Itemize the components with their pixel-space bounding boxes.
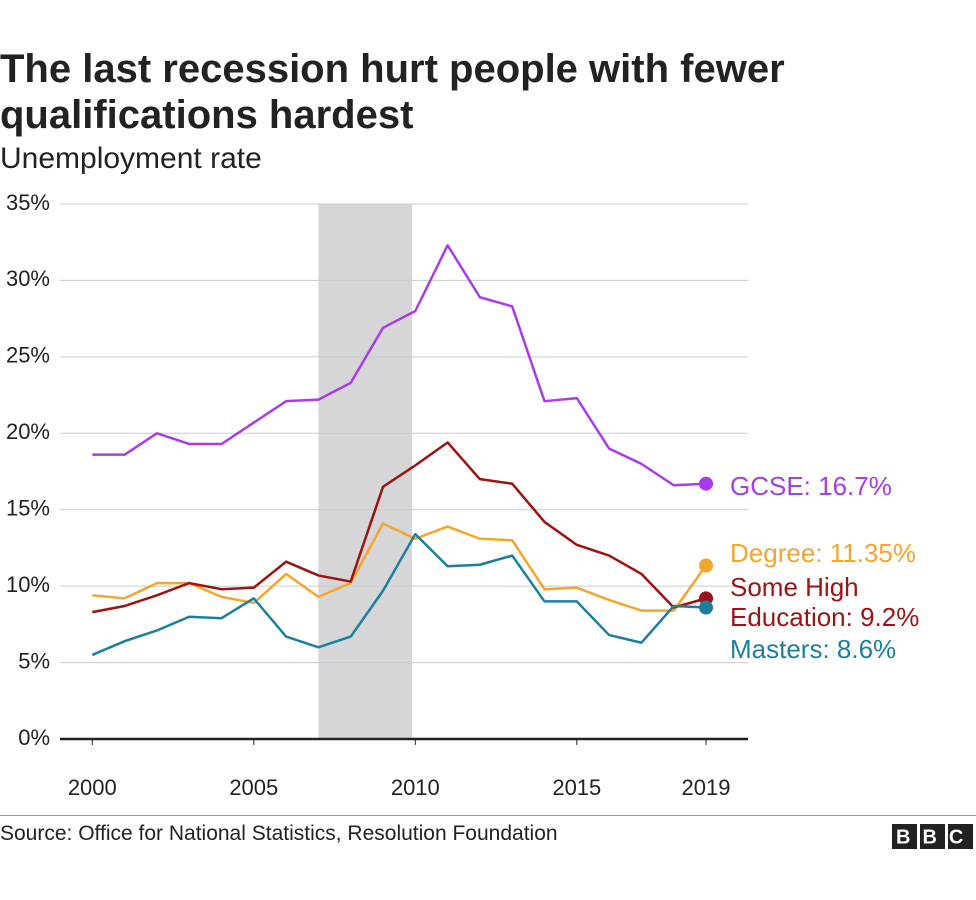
y-tick-label: 25%	[6, 343, 50, 368]
end-dot	[699, 476, 714, 491]
chart-subtitle: Unemployment rate	[0, 142, 262, 175]
series-label: Masters: 8.6%	[730, 634, 897, 664]
y-tick-label: 30%	[6, 266, 50, 291]
end-dot	[699, 600, 714, 615]
bbc-logo: BBC	[892, 824, 975, 849]
x-tick-label: 2005	[229, 775, 278, 800]
chart-title: The last recession hurt people with fewe…	[0, 47, 785, 137]
y-tick-label: 0%	[18, 725, 50, 750]
x-tick-label: 2019	[682, 775, 731, 800]
logo-text: BBC	[896, 826, 975, 848]
logo-block	[892, 824, 917, 849]
logo-block	[920, 824, 945, 849]
series-label: GCSE: 16.7%	[730, 471, 892, 501]
y-tick-label: 5%	[18, 648, 50, 673]
plot: 0% 5% 10% 15% 20% 25% 30% 35% 2000 2005 2010 2015 20…	[6, 190, 748, 800]
logo-block	[948, 824, 973, 849]
series-label: Some High Education: 9.2%	[730, 572, 920, 632]
y-tick-label: 35%	[6, 190, 50, 215]
series-label: Degree: 11.35%	[730, 538, 916, 568]
footer-rule	[0, 815, 976, 816]
recession-shade	[318, 204, 413, 739]
series-line	[91, 532, 707, 657]
y-tick-label: 10%	[6, 572, 50, 597]
y-tick-label: 20%	[6, 419, 50, 444]
end-dot	[699, 558, 714, 573]
x-tick-label: 2010	[391, 775, 440, 800]
x-tick-label: 2015	[552, 775, 601, 800]
y-tick-label: 15%	[6, 496, 50, 521]
x-tick-label: 2000	[68, 775, 117, 800]
series-line	[92, 244, 707, 487]
source: Source: Office for National Statistics, …	[0, 822, 558, 845]
series-line	[92, 441, 707, 614]
series-line	[92, 522, 708, 612]
